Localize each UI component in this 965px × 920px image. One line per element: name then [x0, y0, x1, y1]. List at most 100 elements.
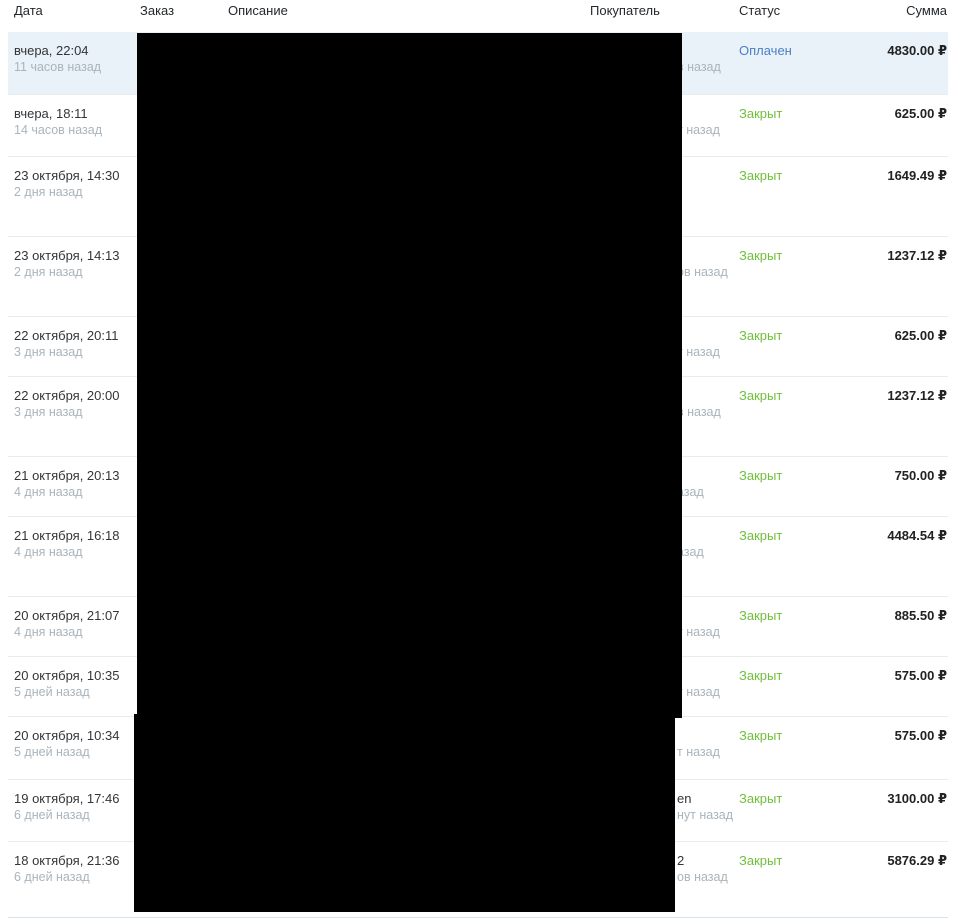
buyer-time-partial: в назад [677, 60, 721, 74]
column-header-order[interactable]: Заказ [140, 3, 175, 18]
order-date: вчера, 22:04 [14, 43, 89, 58]
buyer-fragment: азад [677, 467, 747, 501]
buyer-name-partial [677, 467, 747, 484]
buyer-name-partial [677, 527, 747, 544]
order-date: 20 октября, 10:34 [14, 728, 120, 743]
status-cell: Закрыт [731, 607, 831, 656]
buyer-time-partial: в назад [677, 405, 721, 419]
order-date: 20 октября, 21:07 [14, 608, 120, 623]
order-date: 19 октября, 17:46 [14, 791, 120, 806]
order-status: Закрыт [739, 728, 783, 743]
buyer-name-partial [677, 667, 747, 684]
order-amount: 1237.12 ₽ [887, 248, 947, 263]
buyer-time-partial: т назад [677, 123, 720, 137]
status-cell: Закрыт [731, 167, 831, 236]
column-header-description[interactable]: Описание [228, 3, 288, 18]
order-date-relative: 2 дня назад [14, 265, 83, 279]
date-cell: 18 октября, 21:36 6 дней назад [8, 852, 140, 917]
order-amount: 4830.00 ₽ [887, 43, 947, 58]
buyer-name-partial [677, 387, 747, 404]
order-status: Закрыт [739, 608, 783, 623]
order-status: Оплачен [739, 43, 792, 58]
order-date-relative: 11 часов назад [14, 60, 102, 74]
buyer-time-partial: т назад [677, 345, 720, 359]
date-cell: 21 октября, 20:13 4 дня назад [8, 467, 140, 516]
status-cell: Закрыт [731, 667, 831, 716]
order-date: 22 октября, 20:00 [14, 388, 120, 403]
order-amount: 4484.54 ₽ [887, 528, 947, 543]
order-amount: 575.00 ₽ [894, 728, 947, 743]
redaction-box-bottom [134, 714, 675, 912]
order-date-relative: 6 дней назад [14, 870, 90, 884]
column-header-date[interactable]: Дата [14, 3, 43, 18]
status-cell: Закрыт [731, 467, 831, 516]
order-date: 23 октября, 14:30 [14, 168, 120, 183]
order-status: Закрыт [739, 106, 783, 121]
order-date-relative: 4 дня назад [14, 625, 83, 639]
buyer-fragment: т назад [677, 727, 747, 761]
buyer-time-partial: азад [677, 485, 704, 499]
order-status: Закрыт [739, 328, 783, 343]
order-date-relative: 2 дня назад [14, 185, 83, 199]
buyer-name-partial [677, 167, 747, 184]
buyer-fragment: в назад [677, 387, 747, 421]
column-header-status[interactable]: Статус [739, 3, 781, 18]
date-cell: 20 октября, 21:07 4 дня назад [8, 607, 140, 656]
buyer-fragment: т назад [677, 327, 747, 361]
order-status: Закрыт [739, 468, 783, 483]
order-status: Закрыт [739, 791, 783, 806]
buyer-fragment: 2 ов назад [677, 852, 747, 886]
buyer-fragment: азад [677, 527, 747, 561]
column-header-amount[interactable]: Сумма [906, 3, 947, 18]
order-status: Закрыт [739, 388, 783, 403]
order-date: 18 октября, 21:36 [14, 853, 120, 868]
order-amount: 1237.12 ₽ [887, 388, 947, 403]
order-amount: 885.50 ₽ [894, 608, 947, 623]
order-amount: 575.00 ₽ [894, 668, 947, 683]
status-cell: Закрыт [731, 727, 831, 779]
buyer-time-partial: т назад [677, 685, 720, 699]
order-date-relative: 5 дней назад [14, 685, 90, 699]
buyer-fragment: ов назад [677, 247, 747, 281]
buyer-time-partial: ов назад [677, 265, 728, 279]
order-date: 21 октября, 16:18 [14, 528, 120, 543]
status-cell: Закрыт [731, 387, 831, 456]
order-status: Закрыт [739, 168, 783, 183]
buyer-time-partial: азад [677, 545, 704, 559]
date-cell: 21 октября, 16:18 4 дня назад [8, 527, 140, 596]
order-amount: 5876.29 ₽ [887, 853, 947, 868]
order-date: 22 октября, 20:11 [14, 328, 119, 343]
date-cell: 20 октября, 10:35 5 дней назад [8, 667, 140, 716]
order-date: 21 октября, 20:13 [14, 468, 120, 483]
column-header-buyer[interactable]: Покупатель [590, 3, 660, 18]
order-amount: 1649.49 ₽ [887, 168, 947, 183]
status-cell: Закрыт [731, 327, 831, 376]
date-cell: 23 октября, 14:30 2 дня назад [8, 167, 140, 236]
buyer-name-partial: en [677, 791, 692, 806]
status-cell: Закрыт [731, 790, 831, 841]
buyer-time-partial: т назад [677, 745, 720, 759]
order-date: 20 октября, 10:35 [14, 668, 120, 683]
table-row[interactable]: 18 октября, 21:36 6 дней назад Закрыт 58… [8, 842, 948, 918]
buyer-name-partial [677, 607, 747, 624]
buyer-fragment [677, 167, 747, 184]
buyer-fragment: т назад [677, 607, 747, 641]
order-amount: 3100.00 ₽ [887, 791, 947, 806]
order-date-relative: 6 дней назад [14, 808, 90, 822]
order-amount: 750.00 ₽ [894, 468, 947, 483]
buyer-time-partial: т назад [677, 625, 720, 639]
buyer-name-partial [677, 42, 747, 59]
buyer-name-partial: 2 [677, 853, 685, 868]
date-cell: 22 октября, 20:00 3 дня назад [8, 387, 140, 456]
buyer-name-partial [677, 327, 747, 344]
order-status: Закрыт [739, 668, 783, 683]
order-date: вчера, 18:11 [14, 106, 88, 121]
table-row[interactable]: 20 октября, 10:35 5 дней назад Закрыт 57… [8, 657, 948, 717]
date-cell: вчера, 22:04 11 часов назад [8, 42, 140, 94]
date-cell: 23 октября, 14:13 2 дня назад [8, 247, 140, 316]
buyer-fragment: т назад [677, 667, 747, 701]
table-header: Дата Заказ Описание Покупатель Статус Су… [8, 0, 948, 32]
date-cell: 22 октября, 20:11 3 дня назад [8, 327, 140, 376]
buyer-fragment: т назад [677, 105, 747, 139]
date-cell: 19 октября, 17:46 6 дней назад [8, 790, 140, 841]
